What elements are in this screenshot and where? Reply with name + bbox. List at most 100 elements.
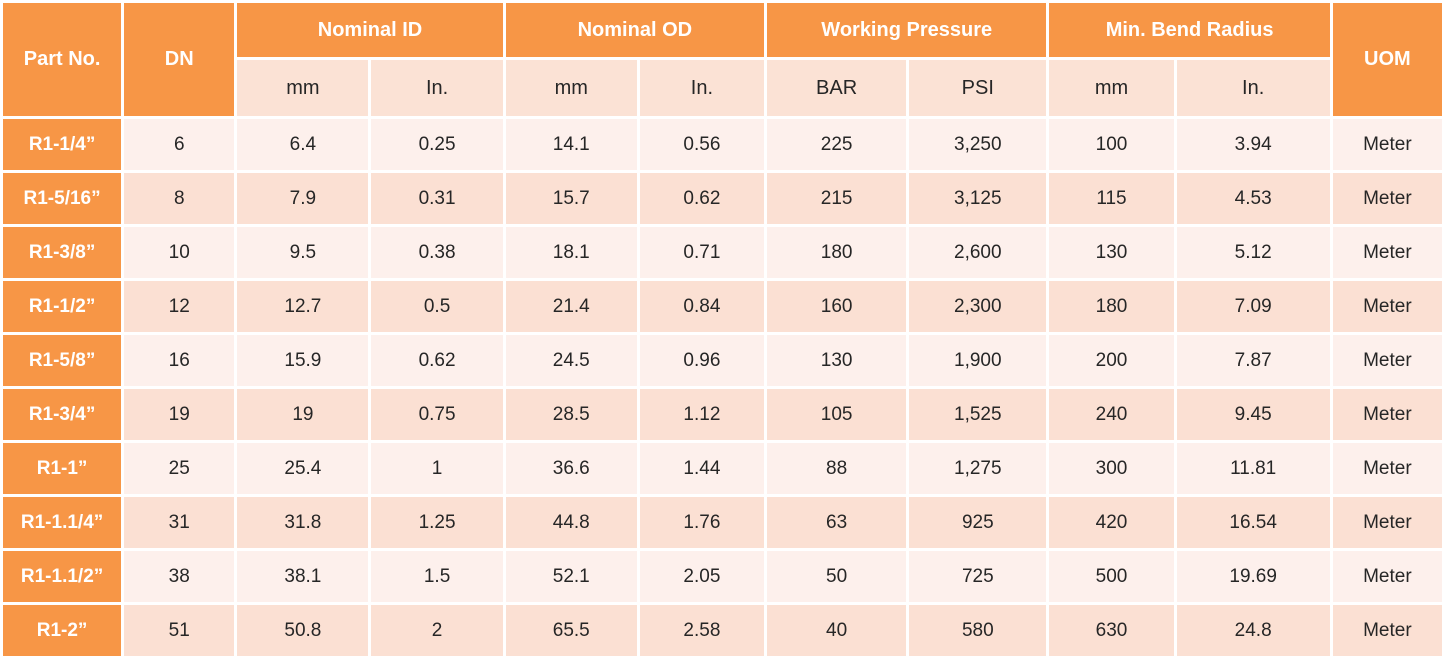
wp-bar-cell: 225	[767, 119, 907, 170]
dn-cell: 25	[124, 443, 235, 494]
od-in-cell: 0.96	[639, 335, 765, 386]
uom-cell: Meter	[1332, 335, 1442, 386]
table-row: R1-3/8” 10 9.5 0.38 18.1 0.71 180 2,600 130 5.12 M…	[3, 227, 1442, 278]
table-body: Part No. DN Nominal ID Nominal OD Workin…	[3, 3, 1442, 656]
id-in-cell: 2	[371, 605, 503, 656]
wp-bar-cell: 105	[767, 389, 907, 440]
id-mm-cell: 15.9	[237, 335, 369, 386]
od-in-cell: 2.05	[639, 551, 765, 602]
bend-mm-cell: 240	[1049, 389, 1174, 440]
wp-psi-cell: 1,900	[909, 335, 1047, 386]
id-mm-cell: 38.1	[237, 551, 369, 602]
wp-psi-cell: 580	[909, 605, 1047, 656]
part-no-cell: R1-2”	[3, 605, 122, 656]
subheader-od-mm: mm	[505, 60, 637, 116]
part-no-cell: R1-5/16”	[3, 173, 122, 224]
subheader-wp-psi: PSI	[909, 60, 1047, 116]
id-mm-cell: 9.5	[237, 227, 369, 278]
dn-cell: 31	[124, 497, 235, 548]
dn-cell: 19	[124, 389, 235, 440]
header-uom: UOM	[1332, 3, 1442, 116]
uom-cell: Meter	[1332, 497, 1442, 548]
wp-psi-cell: 3,125	[909, 173, 1047, 224]
bend-in-cell: 24.8	[1176, 605, 1330, 656]
part-no-cell: R1-5/8”	[3, 335, 122, 386]
wp-bar-cell: 88	[767, 443, 907, 494]
uom-cell: Meter	[1332, 443, 1442, 494]
wp-psi-cell: 725	[909, 551, 1047, 602]
dn-cell: 51	[124, 605, 235, 656]
uom-cell: Meter	[1332, 551, 1442, 602]
bend-mm-cell: 630	[1049, 605, 1174, 656]
od-in-cell: 1.76	[639, 497, 765, 548]
uom-cell: Meter	[1332, 281, 1442, 332]
id-mm-cell: 12.7	[237, 281, 369, 332]
subheader-row: mm In. mm In. BAR PSI mm In.	[3, 60, 1442, 116]
table-row: R1-1/4” 6 6.4 0.25 14.1 0.56 225 3,250 100 3.94 Me…	[3, 119, 1442, 170]
uom-cell: Meter	[1332, 119, 1442, 170]
wp-bar-cell: 50	[767, 551, 907, 602]
bend-mm-cell: 200	[1049, 335, 1174, 386]
dn-cell: 12	[124, 281, 235, 332]
dn-cell: 16	[124, 335, 235, 386]
bend-in-cell: 7.09	[1176, 281, 1330, 332]
od-in-cell: 2.58	[639, 605, 765, 656]
part-no-cell: R1-1/2”	[3, 281, 122, 332]
table-row: R1-2” 51 50.8 2 65.5 2.58 40 580 630 24.8 Meter	[3, 605, 1442, 656]
bend-in-cell: 11.81	[1176, 443, 1330, 494]
uom-cell: Meter	[1332, 389, 1442, 440]
bend-in-cell: 19.69	[1176, 551, 1330, 602]
id-mm-cell: 19	[237, 389, 369, 440]
header-dn: DN	[124, 3, 235, 116]
id-mm-cell: 6.4	[237, 119, 369, 170]
wp-psi-cell: 925	[909, 497, 1047, 548]
bend-mm-cell: 180	[1049, 281, 1174, 332]
part-no-cell: R1-3/4”	[3, 389, 122, 440]
wp-psi-cell: 1,275	[909, 443, 1047, 494]
od-mm-cell: 15.7	[505, 173, 637, 224]
bend-in-cell: 16.54	[1176, 497, 1330, 548]
part-no-cell: R1-3/8”	[3, 227, 122, 278]
od-in-cell: 1.44	[639, 443, 765, 494]
od-in-cell: 0.71	[639, 227, 765, 278]
dn-cell: 8	[124, 173, 235, 224]
dn-cell: 10	[124, 227, 235, 278]
wp-bar-cell: 215	[767, 173, 907, 224]
wp-bar-cell: 40	[767, 605, 907, 656]
bend-in-cell: 3.94	[1176, 119, 1330, 170]
od-mm-cell: 24.5	[505, 335, 637, 386]
part-no-cell: R1-1.1/4”	[3, 497, 122, 548]
id-in-cell: 0.38	[371, 227, 503, 278]
od-mm-cell: 52.1	[505, 551, 637, 602]
od-mm-cell: 28.5	[505, 389, 637, 440]
id-in-cell: 0.62	[371, 335, 503, 386]
bend-mm-cell: 300	[1049, 443, 1174, 494]
header-nominal-id: Nominal ID	[237, 3, 503, 57]
bend-mm-cell: 115	[1049, 173, 1174, 224]
subheader-bend-in: In.	[1176, 60, 1330, 116]
id-in-cell: 0.5	[371, 281, 503, 332]
header-working-pressure: Working Pressure	[767, 3, 1047, 57]
part-no-cell: R1-1”	[3, 443, 122, 494]
uom-cell: Meter	[1332, 173, 1442, 224]
dn-cell: 38	[124, 551, 235, 602]
id-mm-cell: 7.9	[237, 173, 369, 224]
uom-cell: Meter	[1332, 227, 1442, 278]
wp-psi-cell: 2,300	[909, 281, 1047, 332]
od-in-cell: 0.84	[639, 281, 765, 332]
wp-bar-cell: 160	[767, 281, 907, 332]
od-in-cell: 0.62	[639, 173, 765, 224]
od-mm-cell: 36.6	[505, 443, 637, 494]
bend-in-cell: 4.53	[1176, 173, 1330, 224]
bend-mm-cell: 500	[1049, 551, 1174, 602]
bend-in-cell: 5.12	[1176, 227, 1330, 278]
subheader-id-in: In.	[371, 60, 503, 116]
table-row: R1-1/2” 12 12.7 0.5 21.4 0.84 160 2,300 180 7.09 M…	[3, 281, 1442, 332]
wp-psi-cell: 3,250	[909, 119, 1047, 170]
id-in-cell: 0.31	[371, 173, 503, 224]
od-mm-cell: 21.4	[505, 281, 637, 332]
table-row: R1-5/16” 8 7.9 0.31 15.7 0.62 215 3,125 115 4.53 M…	[3, 173, 1442, 224]
header-nominal-od: Nominal OD	[505, 3, 765, 57]
od-mm-cell: 65.5	[505, 605, 637, 656]
